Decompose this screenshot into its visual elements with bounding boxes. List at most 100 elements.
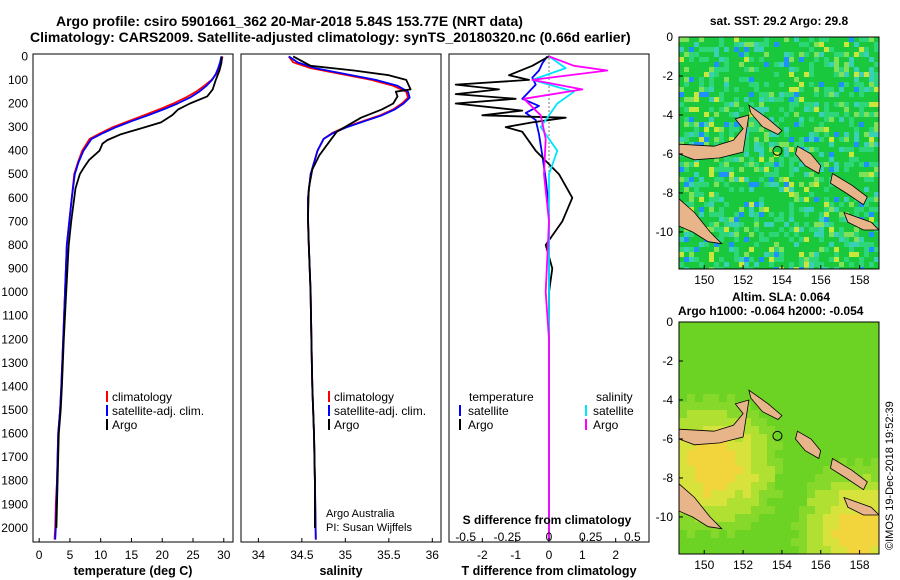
map-cell xyxy=(863,330,871,338)
map-cell xyxy=(729,237,734,242)
map-cell xyxy=(829,122,834,127)
map-cell xyxy=(764,177,769,182)
map-cell xyxy=(764,67,769,72)
map-cell xyxy=(739,37,744,42)
map-cell xyxy=(844,127,849,132)
map-cell xyxy=(727,386,735,394)
map-cell xyxy=(714,87,719,92)
map-cell xyxy=(829,87,834,92)
map-cell xyxy=(789,197,794,202)
map-cell xyxy=(789,142,794,147)
map-cell xyxy=(744,222,749,227)
map-cell xyxy=(863,386,871,394)
map-cell xyxy=(719,237,724,242)
map-cell xyxy=(824,82,829,87)
map-cell xyxy=(703,546,711,554)
map-cell xyxy=(824,207,829,212)
x-tick-label: 10 xyxy=(94,548,108,562)
map-cell xyxy=(791,466,799,474)
map-cell xyxy=(874,202,879,207)
map-cell xyxy=(855,530,863,538)
map-cell xyxy=(734,42,739,47)
map-cell xyxy=(854,142,859,147)
map-cell xyxy=(775,490,783,498)
map-cell xyxy=(704,192,709,197)
map-cell xyxy=(794,257,799,262)
map-cell xyxy=(743,362,751,370)
map-cell xyxy=(869,47,874,52)
map-cell xyxy=(724,137,729,142)
map-cell xyxy=(759,546,767,554)
legend-swatch-satellite xyxy=(328,405,330,416)
map-cell xyxy=(799,370,807,378)
map-cell xyxy=(829,67,834,72)
map-cell xyxy=(823,370,831,378)
map-cell xyxy=(824,127,829,132)
map-cell xyxy=(749,122,754,127)
map-cell xyxy=(719,107,724,112)
map-cell xyxy=(729,157,734,162)
map-cell xyxy=(729,172,734,177)
map-cell xyxy=(831,498,839,506)
map-cell xyxy=(694,52,699,57)
map-cell xyxy=(743,458,751,466)
map-cell xyxy=(799,177,804,182)
map-cell xyxy=(724,237,729,242)
map-cell xyxy=(764,197,769,202)
map-cell xyxy=(819,152,824,157)
map-cell xyxy=(783,410,791,418)
map-cell xyxy=(799,237,804,242)
map-cell xyxy=(699,162,704,167)
map-cell xyxy=(719,122,724,127)
map-cell xyxy=(749,112,754,117)
map-cell xyxy=(754,237,759,242)
map-cell xyxy=(749,227,754,232)
map-cell xyxy=(814,87,819,92)
map-cell xyxy=(714,102,719,107)
map-cell xyxy=(689,67,694,72)
map-cell xyxy=(779,77,784,82)
map-cell xyxy=(794,92,799,97)
map-cell xyxy=(834,232,839,237)
map-cell xyxy=(714,67,719,72)
map-cell xyxy=(819,247,824,252)
map-cell xyxy=(719,57,724,62)
map-cell xyxy=(799,117,804,122)
map-cell xyxy=(774,42,779,47)
map-cell xyxy=(834,207,839,212)
map-cell xyxy=(743,354,751,362)
map-cell xyxy=(754,157,759,162)
map-cell xyxy=(744,37,749,42)
map-cell xyxy=(855,362,863,370)
map-cell xyxy=(689,232,694,237)
map-cell xyxy=(729,247,734,252)
map-cell xyxy=(709,252,714,257)
map-cell xyxy=(874,182,879,187)
map-cell xyxy=(839,87,844,92)
map-cell xyxy=(759,67,764,72)
map-cell xyxy=(799,378,807,386)
map-cell xyxy=(809,207,814,212)
map-cell xyxy=(699,137,704,142)
map-cell xyxy=(679,482,687,490)
map-cell xyxy=(791,546,799,554)
map-cell xyxy=(744,187,749,192)
map-cell xyxy=(775,498,783,506)
map-cell xyxy=(854,117,859,122)
map-cell xyxy=(759,82,764,87)
map-cell xyxy=(739,217,744,222)
map-cell xyxy=(824,132,829,137)
map-cell xyxy=(784,72,789,77)
map-cell xyxy=(719,402,727,410)
map-cell xyxy=(687,466,695,474)
map-cell xyxy=(784,162,789,167)
map-cell xyxy=(799,262,804,267)
map-cell xyxy=(794,222,799,227)
map-cell xyxy=(864,142,869,147)
map-cell xyxy=(847,418,855,426)
map-cell xyxy=(834,257,839,262)
map-cell xyxy=(754,92,759,97)
map-cell xyxy=(779,217,784,222)
map-cell xyxy=(764,107,769,112)
map-cell xyxy=(704,47,709,52)
